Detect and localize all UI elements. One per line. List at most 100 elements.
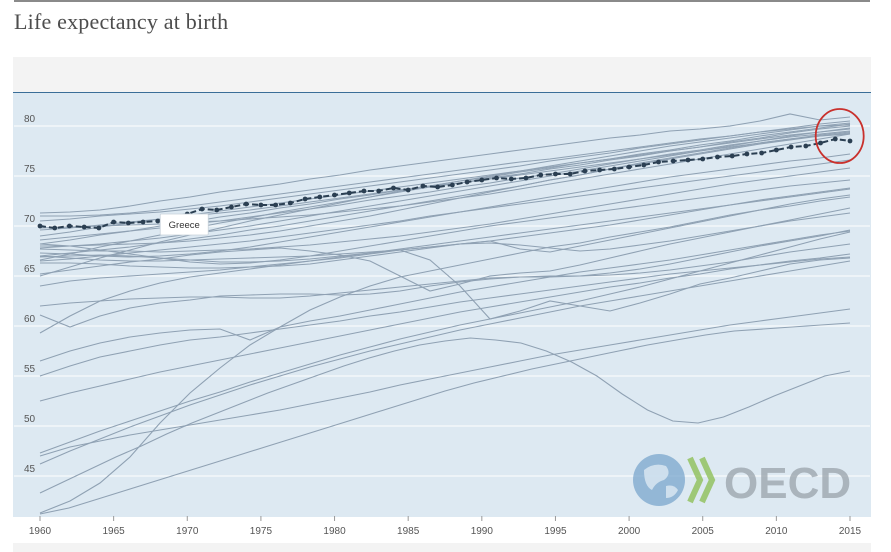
highlight-point [229, 204, 234, 210]
y-tick-label: 50 [24, 414, 36, 425]
highlight-point [81, 224, 87, 230]
gridlines [14, 125, 870, 477]
highlight-point [626, 164, 632, 170]
highlight-label: Greece [169, 220, 200, 231]
country-line [39, 337, 851, 494]
highlight-point [346, 190, 352, 196]
highlight-point [744, 151, 750, 157]
highlight-point [391, 185, 396, 191]
annotations: Greece [159, 108, 865, 236]
top-rule [14, 0, 870, 2]
country-line [39, 207, 851, 292]
highlight-point [597, 167, 603, 173]
x-tick-label: 1970 [176, 526, 199, 537]
highlight-point [464, 179, 470, 185]
country-line [39, 260, 851, 465]
highlight-point [685, 157, 691, 163]
x-tick-label: 1985 [397, 526, 420, 537]
x-tick-labels: 1960 1965 1970 1975 1980 1985 1990 1995 2000 2005… [29, 516, 862, 537]
highlight-point [317, 194, 323, 200]
country-line [39, 120, 851, 222]
highlight-point [803, 143, 809, 149]
highlight-point [420, 183, 426, 189]
label-box [159, 213, 209, 236]
highlight-point [582, 168, 588, 174]
highlight-point [641, 162, 647, 168]
highlight-point [376, 188, 382, 194]
highlight-point [214, 207, 220, 213]
highlight-point [494, 175, 499, 181]
highlight-point [715, 154, 720, 160]
highlight-point [656, 159, 661, 165]
highlight-point [435, 184, 441, 190]
highlight-point [788, 144, 794, 150]
highlight-point [832, 136, 838, 142]
highlight-point [258, 202, 264, 208]
country-line [39, 253, 851, 402]
highlight-point [818, 140, 823, 146]
highlight-point [405, 187, 411, 193]
country-line [39, 133, 851, 257]
country-line [39, 243, 851, 328]
country-line [39, 167, 851, 253]
highlight-point [199, 206, 205, 212]
country-line [40, 131, 851, 247]
country-line [39, 249, 851, 320]
highlight-point [670, 158, 676, 164]
chart-toolbar [13, 57, 871, 92]
highlight-point [111, 219, 117, 225]
country-line [39, 122, 851, 277]
highlight-point [67, 223, 72, 229]
highlight-point [523, 175, 529, 181]
highlight-point [553, 171, 558, 177]
country-line [39, 308, 851, 457]
country-line [39, 231, 851, 454]
country-line [39, 196, 851, 514]
y-tick-label: 70 [24, 214, 36, 225]
country-line [39, 229, 851, 307]
y-tick-label: 80 [24, 114, 36, 125]
x-tick-label: 1980 [323, 526, 346, 537]
highlight-point [243, 201, 249, 207]
x-tick-label: 1965 [103, 526, 126, 537]
y-tick-label: 60 [24, 314, 36, 325]
highlight-point [449, 182, 455, 188]
x-tick-label: 2000 [618, 526, 641, 537]
highlight-point [125, 220, 131, 226]
x-tick-label: 1995 [544, 526, 567, 537]
country-line [39, 256, 851, 377]
x-tick-label: 1975 [250, 526, 273, 537]
highlight-point [273, 202, 279, 208]
highlight-point [302, 196, 308, 202]
highlight-point [140, 219, 146, 225]
highlight-point [287, 200, 293, 206]
country-line [39, 127, 851, 249]
oecd-logo: OECD [633, 454, 851, 508]
y-tick-label: 65 [24, 264, 36, 275]
x-tick-label: 2010 [765, 526, 788, 537]
logo-text: OECD [724, 459, 851, 508]
country-line [39, 113, 851, 214]
highlight-point [508, 176, 514, 182]
country-line [39, 322, 851, 515]
highlight-point [847, 138, 853, 144]
highlight-point [479, 177, 485, 183]
highlight-point [332, 192, 337, 198]
highlight-point [729, 153, 735, 159]
country-line [39, 159, 851, 258]
bottom-bar [13, 543, 871, 552]
x-tick-label: 2015 [839, 526, 862, 537]
y-tick-label: 45 [24, 464, 36, 475]
highlight-point [37, 223, 43, 229]
highlight-point [567, 171, 573, 177]
y-tick-label: 75 [24, 164, 36, 175]
annotation-circle [814, 108, 865, 164]
country-line [39, 212, 851, 263]
highlight-point [538, 172, 544, 178]
country-line [39, 179, 851, 265]
country-line [39, 188, 851, 334]
highlight-point [155, 218, 161, 224]
x-tick-label: 1990 [471, 526, 494, 537]
highlight-point [759, 150, 765, 156]
